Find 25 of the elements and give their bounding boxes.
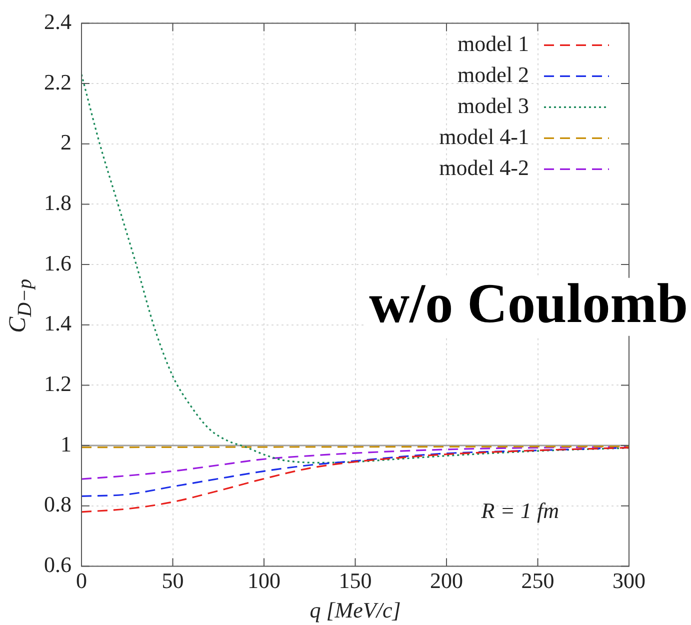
legend-label: model 2 bbox=[458, 62, 529, 87]
x-tick-label: 0 bbox=[76, 568, 87, 594]
y-tick-label: 1.2 bbox=[44, 370, 72, 396]
annotation: R = 1 fm bbox=[480, 498, 559, 524]
y-tick-label: 1.8 bbox=[44, 190, 72, 215]
x-tick-label: 50 bbox=[162, 568, 184, 594]
y-tick-label: 1 bbox=[60, 431, 72, 456]
x-tick-label: 150 bbox=[338, 568, 372, 594]
x-tick-label: 300 bbox=[612, 568, 646, 594]
y-tick-label: 0.8 bbox=[44, 492, 72, 517]
legend-label: model 1 bbox=[458, 30, 529, 56]
x-axis-title: q [MeV/c] bbox=[310, 598, 401, 623]
y-tick-label: 2 bbox=[60, 130, 72, 155]
y-tick-label: 1.4 bbox=[44, 310, 72, 336]
y-tick-label: 2.4 bbox=[44, 8, 72, 34]
legend-label: model 4-1 bbox=[439, 124, 529, 149]
y-tick-label: 2.2 bbox=[44, 69, 72, 94]
legend-label: model 3 bbox=[458, 92, 529, 118]
annotation: w/o Coulomb bbox=[369, 272, 688, 335]
legend-label: model 4-2 bbox=[439, 154, 529, 180]
y-tick-label: 1.6 bbox=[44, 250, 72, 276]
x-tick-label: 100 bbox=[248, 568, 280, 594]
y-tick-label: 0.6 bbox=[44, 552, 72, 577]
x-tick-label: 200 bbox=[430, 568, 463, 594]
x-tick-label: 250 bbox=[521, 568, 554, 594]
